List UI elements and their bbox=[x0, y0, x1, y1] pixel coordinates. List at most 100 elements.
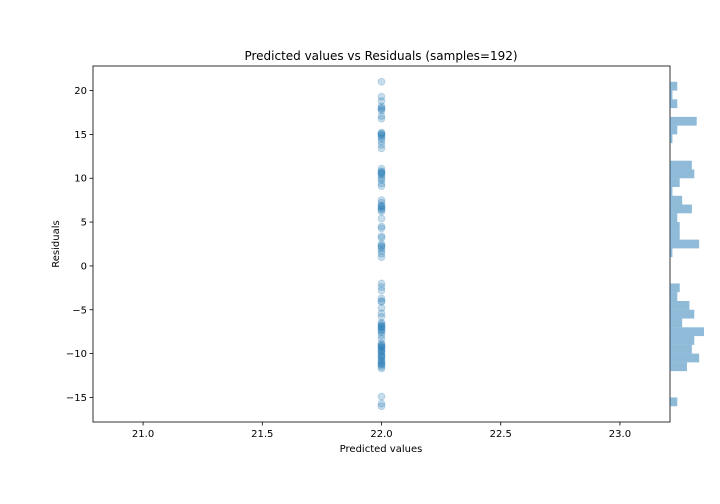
histogram-bar bbox=[670, 239, 700, 249]
scatter-point bbox=[377, 102, 386, 111]
scatter-point bbox=[377, 222, 386, 231]
histogram-bar bbox=[670, 309, 695, 319]
scatter-point bbox=[377, 297, 386, 305]
scatter-point bbox=[377, 342, 386, 351]
scatter-point bbox=[377, 319, 386, 328]
scatter-point bbox=[377, 174, 386, 183]
histogram-bar bbox=[670, 230, 680, 240]
scatter-point bbox=[377, 171, 386, 180]
scatter-point bbox=[377, 97, 386, 105]
scatter-point bbox=[377, 205, 386, 213]
scatter-point bbox=[377, 283, 386, 291]
scatter-point bbox=[377, 344, 386, 353]
scatter-point bbox=[377, 343, 386, 352]
y-tick-label: 10 bbox=[74, 174, 87, 185]
chart-title: Predicted values vs Residuals (samples=1… bbox=[244, 49, 517, 63]
scatter-point bbox=[377, 351, 386, 360]
scatter-point bbox=[377, 326, 386, 334]
scatter-point bbox=[377, 144, 386, 153]
scatter-point bbox=[377, 402, 386, 411]
scatter-point bbox=[377, 114, 386, 123]
scatter-points bbox=[377, 77, 386, 411]
scatter-point bbox=[377, 286, 386, 295]
scatter-point bbox=[377, 340, 386, 349]
histogram-bar bbox=[670, 292, 678, 301]
x-axis-label: Predicted values bbox=[340, 444, 423, 455]
scatter-point bbox=[377, 347, 386, 356]
scatter-point bbox=[377, 141, 386, 149]
histogram-bar bbox=[670, 160, 692, 170]
histogram-bar bbox=[670, 169, 695, 179]
histogram-bar bbox=[670, 300, 690, 310]
scatter-point bbox=[377, 112, 386, 120]
scatter-point bbox=[377, 207, 386, 216]
scatter-point bbox=[377, 357, 386, 366]
histogram-bar bbox=[670, 283, 680, 293]
y-tick-label: −10 bbox=[66, 349, 87, 360]
scatter-point bbox=[377, 137, 386, 146]
scatter-point bbox=[377, 304, 386, 312]
x-tick-label: 21.5 bbox=[251, 429, 273, 440]
histogram-bar bbox=[670, 336, 695, 345]
scatter-point bbox=[377, 92, 386, 101]
scatter-point bbox=[377, 201, 386, 210]
scatter-point bbox=[377, 131, 386, 140]
scatter-point bbox=[377, 392, 386, 401]
histogram-bar bbox=[670, 318, 683, 328]
histogram-bar bbox=[670, 362, 687, 372]
scatter-point bbox=[377, 249, 386, 258]
histogram-bar bbox=[670, 327, 704, 337]
scatter-point bbox=[377, 133, 386, 141]
y-tick-label: 5 bbox=[81, 218, 87, 229]
scatter-point bbox=[377, 169, 386, 177]
scatter-point bbox=[377, 244, 386, 253]
scatter-point bbox=[377, 176, 386, 184]
scatter-point bbox=[377, 202, 386, 211]
scatter-point bbox=[377, 167, 386, 176]
x-tick-label: 22.5 bbox=[490, 429, 512, 440]
scatter-point bbox=[377, 242, 386, 251]
scatter-point bbox=[377, 134, 386, 143]
scatter-point bbox=[377, 105, 386, 113]
scatter-point bbox=[377, 326, 386, 335]
scatter-point bbox=[377, 179, 386, 188]
scatter-point bbox=[377, 331, 386, 340]
histogram-bar bbox=[670, 187, 673, 196]
scatter-point bbox=[377, 253, 386, 262]
scatter-point bbox=[377, 319, 386, 327]
x-tick-label: 23.0 bbox=[609, 429, 631, 440]
scatter-point bbox=[377, 232, 386, 241]
histogram-bar bbox=[670, 125, 678, 135]
y-axis-ticks: −15 −10 −5 0 5 10 15 20 bbox=[66, 86, 93, 404]
scatter-point bbox=[377, 240, 386, 248]
histogram-bar bbox=[670, 204, 692, 214]
histogram-bar bbox=[670, 116, 697, 126]
scatter-point bbox=[377, 214, 386, 223]
scatter-point bbox=[377, 294, 386, 303]
scatter-point bbox=[377, 364, 386, 373]
scatter-point bbox=[377, 322, 386, 331]
scatter-point bbox=[377, 205, 386, 214]
residual-histogram bbox=[670, 81, 704, 407]
histogram-bar bbox=[670, 353, 700, 363]
scatter-point bbox=[377, 323, 386, 332]
scatter-point bbox=[377, 203, 386, 212]
histogram-bar bbox=[670, 195, 683, 205]
scatter-point bbox=[377, 196, 386, 205]
y-tick-label: −5 bbox=[72, 305, 87, 316]
scatter-point bbox=[377, 354, 386, 363]
scatter-point bbox=[377, 309, 386, 318]
scatter-point bbox=[377, 360, 386, 369]
scatter-point bbox=[377, 247, 386, 255]
scatter-point bbox=[377, 128, 386, 137]
scatter-point bbox=[377, 104, 386, 112]
scatter-point bbox=[377, 339, 386, 347]
x-tick-label: 22.0 bbox=[370, 429, 392, 440]
y-tick-label: 20 bbox=[74, 86, 87, 97]
scatter-point bbox=[377, 130, 386, 139]
y-tick-label: −15 bbox=[66, 393, 87, 404]
scatter-point bbox=[377, 341, 386, 350]
scatter-point bbox=[377, 168, 386, 176]
